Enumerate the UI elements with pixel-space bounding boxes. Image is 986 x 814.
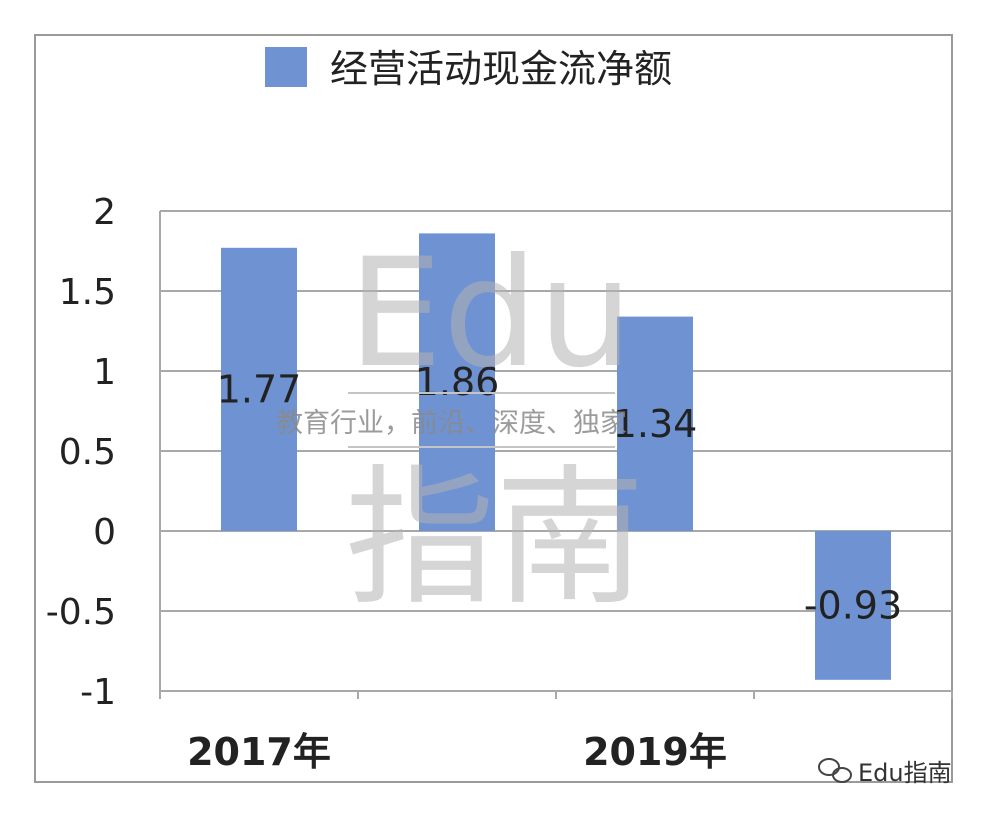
- bars: [221, 233, 891, 680]
- data-label: 1.77: [217, 367, 302, 411]
- y-tick-label: -0.5: [46, 592, 116, 633]
- y-tick-label: 1.5: [59, 272, 116, 313]
- bar: [617, 316, 693, 531]
- y-axis-ticks: 2 1.5 1 0.5 0 -0.5 -1: [46, 192, 116, 713]
- y-tick-label: 0: [93, 512, 116, 553]
- x-tick-label: 2019年: [583, 730, 727, 774]
- x-axis-labels: 2017年 2019年: [187, 730, 727, 774]
- watermark-zhinan: 指南: [345, 452, 645, 626]
- y-tick-label: 0.5: [59, 432, 116, 473]
- x-tick-label: 2017年: [187, 730, 331, 774]
- x-axis: [159, 691, 953, 699]
- legend-swatch: [265, 47, 307, 87]
- data-label: -0.93: [804, 583, 902, 627]
- bar: [419, 233, 495, 531]
- watermark: Edu 教育行业，前沿、深度、独家 指南: [276, 227, 645, 626]
- y-tick-label: 2: [93, 192, 116, 233]
- data-labels: 1.77 1.86 1.34 -0.93: [217, 360, 902, 627]
- bar: [221, 247, 297, 532]
- data-label: 1.34: [613, 402, 698, 446]
- wechat-icon: [818, 758, 852, 783]
- credit: Edu指南: [818, 758, 952, 787]
- watermark-tagline: 教育行业，前沿、深度、独家: [276, 408, 627, 439]
- legend: 经营活动现金流净额: [265, 47, 672, 91]
- credit-text: Edu指南: [858, 759, 952, 787]
- y-tick-label: 1: [93, 352, 116, 393]
- watermark-edu: Edu: [348, 227, 633, 401]
- y-tick-label: -1: [80, 672, 116, 713]
- data-label: 1.86: [415, 360, 500, 404]
- legend-label: 经营活动现金流净额: [330, 47, 672, 91]
- bar: [815, 531, 891, 680]
